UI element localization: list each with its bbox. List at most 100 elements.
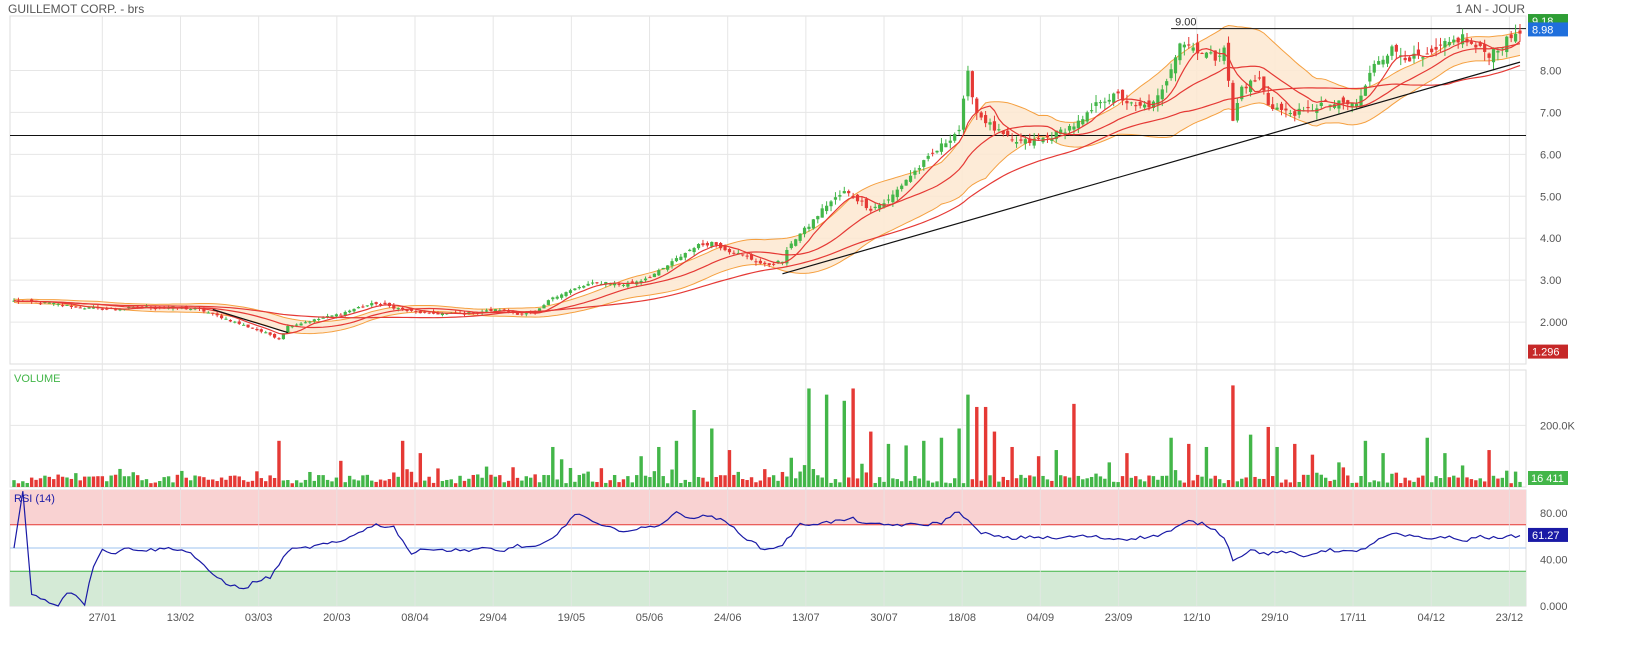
candle-body <box>957 129 961 132</box>
volume-bar <box>1138 479 1142 487</box>
volume-bar <box>281 480 286 487</box>
candle-body <box>785 249 789 264</box>
volume-bar <box>1350 482 1354 487</box>
price-tick-label: 6.00 <box>1540 149 1561 161</box>
candle-body <box>1235 103 1239 121</box>
candle-body <box>1434 46 1438 50</box>
x-tick-label: 23/09 <box>1105 612 1133 624</box>
x-tick-label: 29/04 <box>479 612 507 624</box>
volume-bar <box>1182 482 1187 487</box>
candle-body <box>69 305 74 307</box>
volume-bar <box>56 474 60 487</box>
candle-body <box>1187 44 1191 46</box>
candle-body <box>1412 53 1416 59</box>
volume-bar <box>1323 477 1328 487</box>
volume-bar <box>250 480 255 487</box>
volume-bar <box>321 475 325 487</box>
volume-bar <box>1332 479 1337 487</box>
candle-body <box>657 270 661 276</box>
volume-bar <box>657 446 661 487</box>
candle-body <box>1054 130 1058 140</box>
candle-body <box>798 233 802 241</box>
volume-bar <box>1036 456 1041 487</box>
candle-body <box>1107 99 1111 102</box>
volume-bar <box>1067 477 1072 487</box>
candle-body <box>953 134 957 141</box>
volume-bar <box>1173 470 1178 487</box>
candle-body <box>1085 112 1089 122</box>
volume-bar <box>723 475 727 487</box>
candle-body <box>626 282 630 287</box>
candle-body <box>1138 102 1142 106</box>
volume-bar <box>1341 467 1346 487</box>
volume-bar <box>1310 454 1315 487</box>
candle-body <box>908 175 913 182</box>
x-tick-label: 12/10 <box>1183 612 1211 624</box>
candle-body <box>939 143 944 152</box>
candle-body <box>1288 112 1292 114</box>
candle-body <box>423 311 427 313</box>
volume-bar <box>1513 471 1518 487</box>
volume-bar <box>1429 482 1434 487</box>
candle-body <box>290 326 294 328</box>
volume-bar <box>1253 476 1257 487</box>
volume-bar <box>952 478 957 487</box>
candle-body <box>926 155 930 159</box>
candle-body <box>1037 137 1041 140</box>
candle-body <box>1438 44 1443 46</box>
candle-body <box>679 256 683 260</box>
volume-bar <box>1028 475 1032 487</box>
volume-bar <box>635 475 639 487</box>
volume-bar <box>688 481 692 487</box>
candle-body <box>1271 104 1275 110</box>
volume-bar <box>153 482 158 487</box>
candle-body <box>321 317 325 319</box>
candle-body <box>776 260 780 264</box>
volume-bar <box>414 482 418 487</box>
candle-body <box>1240 86 1244 100</box>
volume-bar <box>1368 482 1372 487</box>
candle-body <box>551 297 555 300</box>
candle-body <box>833 197 838 200</box>
volume-bar <box>1164 475 1169 487</box>
candle-body <box>643 278 648 281</box>
candle-body <box>869 208 873 211</box>
volume-bar <box>1337 462 1341 487</box>
candle-body <box>83 308 87 310</box>
volume-bar <box>780 471 785 487</box>
volume-bar <box>484 466 489 487</box>
candle-body <box>1134 105 1138 107</box>
volume-bar <box>1248 434 1253 487</box>
trendline <box>782 61 1521 275</box>
candle-body <box>1452 39 1456 43</box>
volume-bar <box>824 394 829 487</box>
volume-bar <box>524 476 529 487</box>
candle-body <box>1218 55 1222 57</box>
volume-bar <box>1209 478 1213 487</box>
volume-bar <box>193 475 197 487</box>
candle-body <box>515 312 520 315</box>
volume-bar <box>1394 472 1399 487</box>
candle-body <box>772 263 776 265</box>
volume-bar <box>944 482 948 487</box>
candle-body <box>944 143 948 148</box>
volume-bar <box>1416 477 1421 487</box>
period-label[interactable]: 1 AN - JOUR <box>1455 2 1525 16</box>
volume-bar <box>1160 475 1164 487</box>
candle-body <box>1266 92 1270 106</box>
volume-bar <box>511 467 515 487</box>
candle-body <box>807 226 811 229</box>
volume-bar <box>16 483 21 487</box>
candle-body <box>1120 89 1125 101</box>
volume-bar <box>1421 475 1425 487</box>
volume-bar <box>515 477 520 487</box>
volume-bar <box>1465 477 1469 487</box>
volume-bar <box>1116 482 1120 487</box>
rsi-tick-label: 0.000 <box>1540 601 1568 613</box>
volume-bar <box>264 481 268 487</box>
candle-body <box>595 282 599 284</box>
volume-bar <box>714 477 718 487</box>
volume-bar <box>1005 480 1010 487</box>
volume-bar <box>325 479 330 487</box>
candle-body <box>1262 76 1266 91</box>
